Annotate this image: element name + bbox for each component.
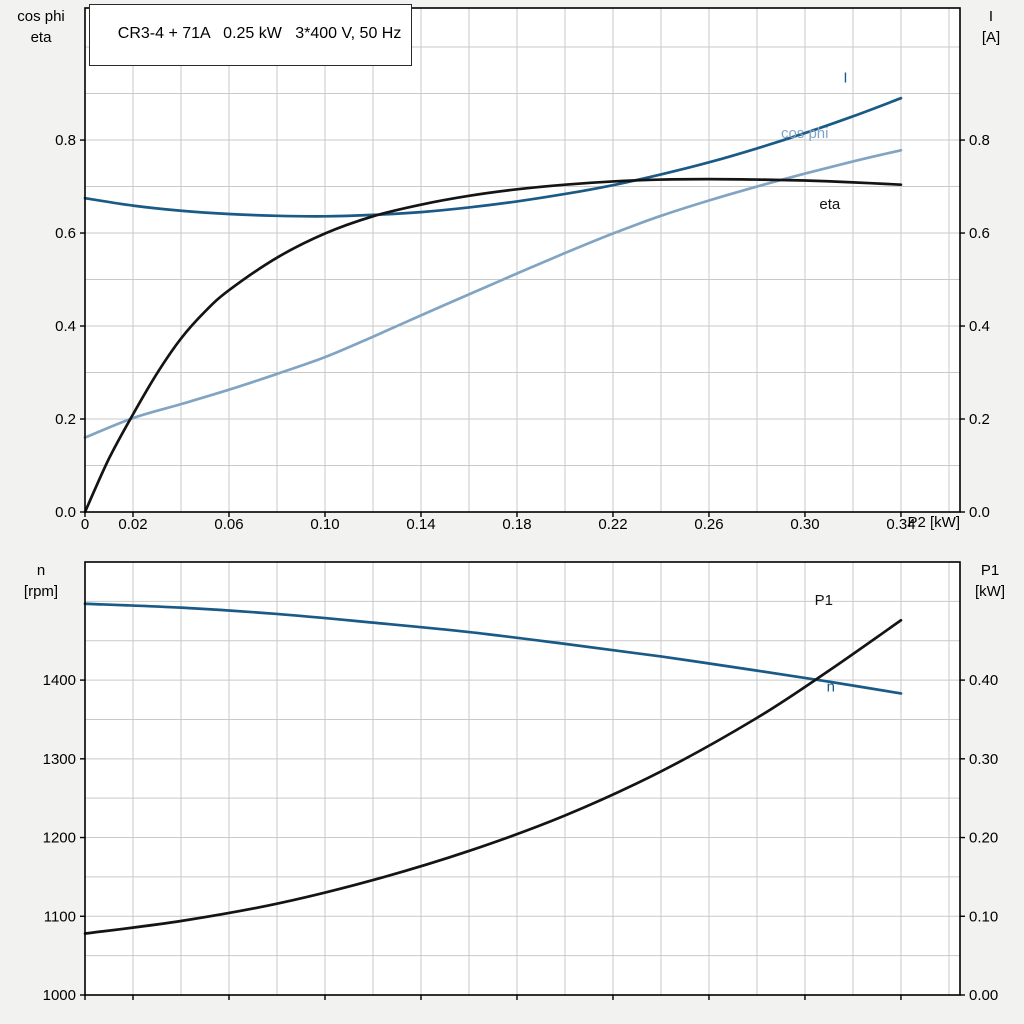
x-tick-label: 0.06 bbox=[214, 516, 243, 533]
y-axis-label-bottom-right: P1 [kW] bbox=[958, 560, 1022, 602]
axis-label-kw-unit: [kW] bbox=[975, 583, 1005, 600]
y-tick-label-right: 0.10 bbox=[969, 908, 998, 925]
y-tick-label-left: 1100 bbox=[44, 908, 76, 925]
axis-label-eta: eta bbox=[30, 29, 52, 46]
y-tick-label-right: 0.2 bbox=[969, 411, 990, 428]
curve-label-i: I bbox=[843, 69, 847, 86]
x-tick-label: 0 bbox=[81, 516, 89, 533]
plot-border bbox=[84, 7, 961, 513]
y-tick-label-right: 0.0 bbox=[969, 504, 990, 521]
axis-label-rpm-unit: [rpm] bbox=[23, 583, 59, 600]
chart-title-text: CR3-4 + 71A 0.25 kW 3*400 V, 50 Hz bbox=[117, 25, 402, 42]
curve-label-cos-phi: cos phi bbox=[781, 125, 829, 142]
x-axis-label-p2: P2 [kW] bbox=[907, 514, 960, 531]
y-tick-label-left: 1400 bbox=[43, 672, 76, 689]
y-tick-label-right: 0.6 bbox=[969, 225, 990, 242]
curve-cos-phi bbox=[83, 148, 903, 439]
plot-border bbox=[84, 561, 961, 996]
y-tick-label-left: 0.4 bbox=[55, 318, 76, 335]
curve-label-p1: P1 bbox=[815, 592, 833, 609]
curve-i bbox=[83, 96, 903, 218]
x-tick-label: 0.10 bbox=[310, 516, 339, 533]
axis-label-cos-phi: cos phi bbox=[17, 8, 65, 25]
curve-n bbox=[83, 602, 903, 695]
y-tick-label-right: 0.20 bbox=[969, 830, 998, 847]
y-axis-label-top-right: I [A] bbox=[960, 6, 1022, 48]
plot-area bbox=[85, 562, 960, 995]
axis-label-current: I bbox=[988, 8, 994, 25]
x-tick-label: 0.22 bbox=[598, 516, 627, 533]
x-tick-label: 0.26 bbox=[694, 516, 723, 533]
y-tick-label-left: 0.8 bbox=[55, 132, 76, 149]
y-tick-label-right: 0.40 bbox=[969, 672, 998, 689]
y-tick-label-left: 0.0 bbox=[55, 504, 76, 521]
x-tick-label: 0.30 bbox=[790, 516, 819, 533]
y-axis-label-bottom-left: n [rpm] bbox=[2, 560, 80, 602]
curve-eta bbox=[83, 177, 903, 514]
chart-title-box: CR3-4 + 71A 0.25 kW 3*400 V, 50 Hz bbox=[89, 4, 413, 66]
curve-label-n: n bbox=[827, 678, 835, 695]
y-tick-label-left: 0.6 bbox=[55, 225, 76, 242]
axis-label-speed: n bbox=[36, 562, 46, 579]
y-axis-label-top-left: cos phi eta bbox=[2, 6, 80, 48]
x-tick-label: 0.34 bbox=[886, 516, 915, 533]
axis-label-p1: P1 bbox=[980, 562, 1000, 579]
y-tick-label-right: 0.4 bbox=[969, 318, 990, 335]
curve-label-eta: eta bbox=[819, 196, 841, 213]
plot-area bbox=[85, 8, 960, 512]
axis-label-ampere-unit: [A] bbox=[981, 29, 1001, 46]
y-tick-label-right: 0.8 bbox=[969, 132, 990, 149]
x-tick-label: 0.14 bbox=[406, 516, 435, 533]
x-tick-label: 0.18 bbox=[502, 516, 531, 533]
y-tick-label-right: 0.00 bbox=[969, 987, 998, 1004]
y-tick-label-left: 0.2 bbox=[55, 411, 76, 428]
y-tick-label-right: 0.30 bbox=[969, 751, 998, 768]
y-tick-label-left: 1200 bbox=[43, 830, 76, 847]
y-tick-label-left: 1000 bbox=[43, 987, 76, 1004]
x-tick-label: 0.02 bbox=[118, 516, 147, 533]
curve-p1 bbox=[83, 618, 903, 935]
chart-bottom: n P1 1000 1100 1200 1300 1400 0.00 0.10 0.20 0.30 0… bbox=[43, 561, 998, 1004]
y-tick-label-left: 1300 bbox=[43, 751, 76, 768]
